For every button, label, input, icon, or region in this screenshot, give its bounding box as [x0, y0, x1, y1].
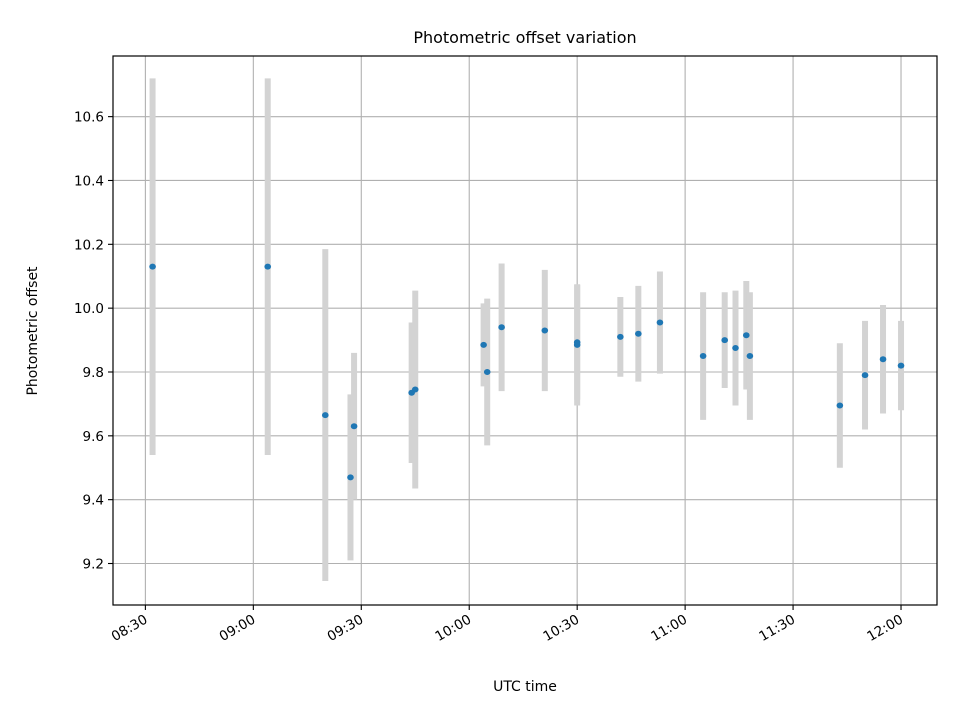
y-tick-label: 9.2 — [83, 557, 104, 573]
x-axis-label: UTC time — [493, 679, 557, 695]
data-point — [742, 332, 750, 339]
data-point — [746, 353, 754, 360]
chart-title: Photometric offset variation — [413, 28, 636, 47]
data-point — [480, 341, 487, 348]
data-point — [721, 337, 729, 344]
y-tick-label: 9.6 — [83, 429, 104, 445]
data-point — [321, 412, 329, 419]
data-point — [861, 372, 869, 379]
data-point — [699, 353, 707, 360]
data-point — [541, 327, 549, 334]
data-point — [617, 333, 624, 340]
y-tick-label: 9.4 — [83, 493, 104, 509]
data-point — [635, 330, 642, 337]
y-axis-label: Photometric offset — [25, 266, 41, 396]
y-tick-label: 9.8 — [83, 365, 104, 381]
data-point — [573, 339, 581, 346]
data-point — [498, 324, 505, 331]
data-point — [411, 386, 419, 393]
data-point — [483, 368, 491, 375]
data-points — [149, 263, 905, 481]
y-tick-label: 10.6 — [74, 110, 104, 126]
data-point — [264, 263, 272, 270]
y-tick-label: 10.4 — [74, 173, 104, 189]
data-point — [347, 474, 354, 481]
y-axis: 9.2 9.4 9.6 9.8 10.0 10.2 10.4 10.6 — [74, 110, 113, 573]
plot-frame — [112, 55, 938, 606]
data-point — [732, 345, 739, 352]
data-point — [879, 356, 887, 363]
data-point — [656, 319, 664, 326]
data-point — [350, 423, 358, 430]
data-point — [897, 362, 905, 369]
y-tick-label: 10.0 — [74, 301, 104, 317]
data-point — [149, 263, 156, 270]
y-tick-label: 10.2 — [74, 237, 104, 253]
data-point — [836, 402, 844, 409]
